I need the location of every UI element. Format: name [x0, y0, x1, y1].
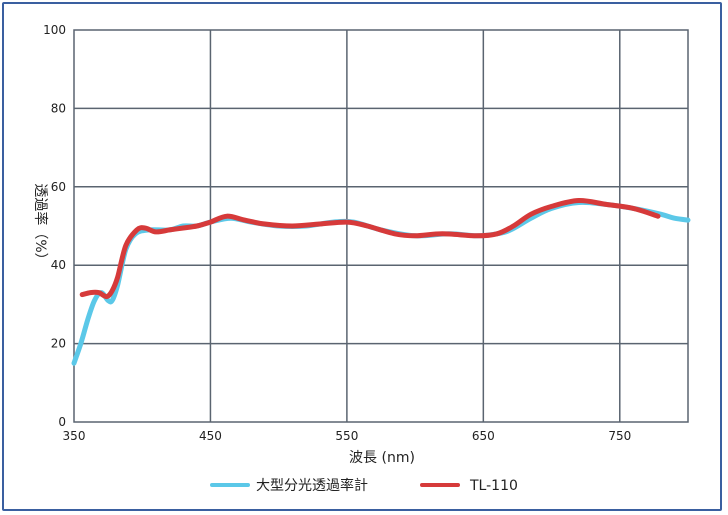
y-tick-label: 20	[51, 337, 66, 351]
legend: 大型分光透過率計 TL-110	[210, 477, 518, 494]
series-lines	[71, 197, 691, 366]
legend-label-series-1: 大型分光透過率計	[256, 477, 368, 494]
x-axis-title: 波長 (nm)	[349, 450, 415, 466]
y-tick-label: 100	[43, 23, 66, 37]
x-tick-labels: 350 450 550 650 750	[63, 429, 632, 443]
y-tick-label: 0	[58, 415, 66, 429]
series-line-2	[79, 197, 661, 300]
y-axis-title: 透過率（%）	[32, 183, 49, 266]
x-tick-label: 750	[608, 429, 631, 443]
x-tick-label: 650	[472, 429, 495, 443]
x-tick-label: 550	[335, 429, 358, 443]
x-tick-label: 350	[63, 429, 86, 443]
y-tick-labels: 0 20 40 60 80 100	[43, 23, 66, 429]
x-tick-label: 450	[199, 429, 222, 443]
y-tick-label: 40	[51, 258, 66, 272]
plot-border	[73, 29, 689, 423]
y-tick-label: 60	[51, 180, 66, 194]
legend-label-series-2: TL-110	[469, 478, 518, 494]
series-line-1	[71, 199, 691, 366]
y-tick-label: 80	[51, 101, 66, 115]
grid-lines	[73, 29, 689, 423]
